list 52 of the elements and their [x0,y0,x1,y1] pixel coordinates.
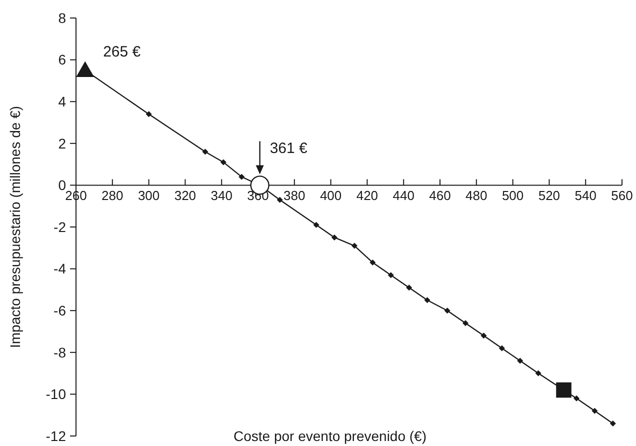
x-tick-label: 540 [574,188,596,204]
x-tick-label: 380 [284,188,306,204]
point [556,382,572,398]
x-tick-label: 440 [392,188,414,204]
point [406,284,412,291]
x-tick-label: 420 [356,188,378,204]
x-tick-label: 460 [429,188,451,204]
x-tick-label: 560 [611,188,633,204]
x-tick-label: 280 [102,188,124,204]
point [76,61,94,77]
point [220,159,226,166]
y-tick-label: -6 [54,302,66,318]
y-tick-label: -4 [54,260,66,277]
point [351,242,358,249]
y-tick-label: -10 [46,386,66,402]
point [313,222,320,228]
point [331,234,338,240]
y-tick-label: 0 [58,177,66,194]
point [276,196,283,203]
y-tick-label: -2 [54,218,66,235]
annotation: 265 € [103,43,142,60]
y-tick-label: 2 [58,135,66,152]
y-tick-label: 4 [58,94,66,110]
point [480,332,487,339]
point [462,320,468,326]
point [388,272,394,278]
x-tick-label: 520 [538,188,560,204]
point [592,408,598,414]
point [517,358,524,364]
point [610,420,616,426]
x-axis-title: Coste por evento prevenido (€) [234,428,426,444]
point [238,174,245,180]
x-tick-label: 320 [174,188,196,204]
point [498,345,505,352]
x-tick-label: 300 [138,188,160,204]
point [574,395,580,402]
point [370,260,376,266]
annotation: 361 € [270,140,308,158]
x-tick-label: 480 [466,188,488,204]
y-tick-label: -8 [54,344,66,360]
point [202,148,208,155]
y-tick-label: 8 [58,10,66,26]
x-tick-label: 400 [320,188,342,204]
y-tick-label: 6 [58,52,66,68]
x-tick-label: 340 [210,188,232,204]
point [535,370,542,376]
point [444,308,450,314]
x-tick-label: 500 [502,188,524,204]
point [146,111,152,118]
point [424,297,430,304]
y-tick-label: -12 [46,428,66,444]
y-axis-title: Impacto presupuestario (millones de €) [7,106,23,348]
